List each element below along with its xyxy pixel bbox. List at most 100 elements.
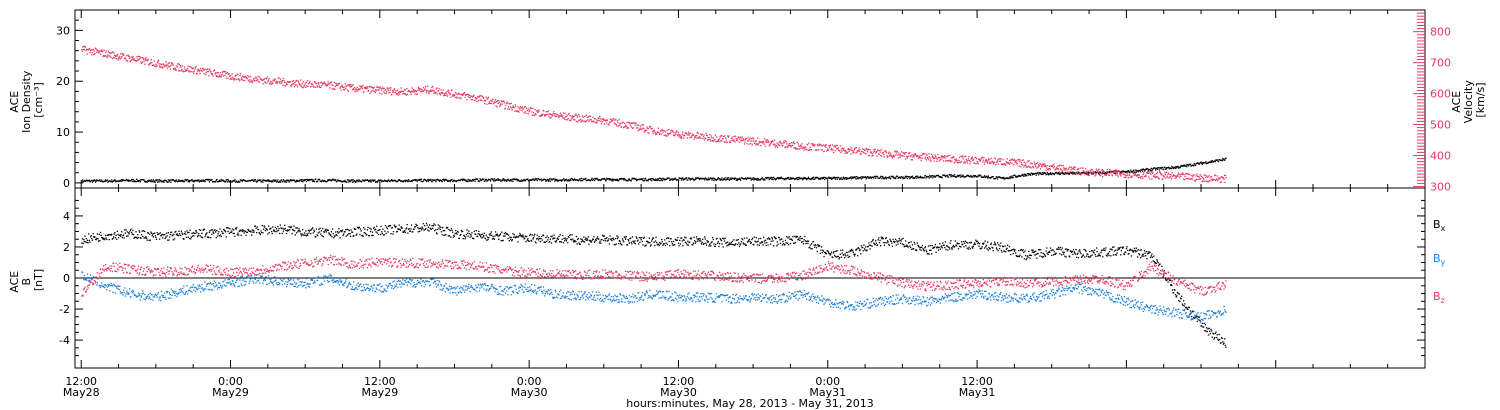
velocity-point — [817, 145, 819, 147]
density-point — [695, 177, 697, 179]
velocity-point — [975, 156, 977, 159]
velocity-point — [330, 81, 332, 83]
velocity-point — [245, 75, 247, 78]
field-point-x — [436, 233, 438, 235]
field-point-x — [446, 227, 448, 229]
velocity-point — [188, 71, 190, 73]
velocity-point — [374, 92, 376, 94]
density-point — [1121, 170, 1123, 172]
density-point — [681, 178, 683, 180]
velocity-point — [837, 147, 839, 150]
velocity-point — [1151, 172, 1154, 174]
field-point-x — [86, 239, 89, 241]
velocity-point — [825, 146, 827, 148]
velocity-point — [594, 117, 596, 120]
velocity-point — [629, 122, 631, 124]
field-point-x — [422, 227, 424, 230]
density-point — [879, 177, 881, 179]
density-point — [739, 178, 741, 180]
density-point — [211, 178, 213, 181]
velocity-point — [221, 72, 224, 74]
field-point-x — [447, 226, 449, 229]
density-point — [654, 179, 656, 181]
velocity-point — [420, 91, 423, 93]
field-tick-label: -4 — [59, 334, 70, 347]
velocity-point — [1167, 173, 1169, 176]
density-point — [1087, 173, 1090, 175]
density-point — [1122, 170, 1124, 172]
field-point-x — [297, 229, 300, 232]
density-point — [723, 178, 726, 181]
density-point — [267, 180, 269, 182]
velocity-point — [253, 78, 255, 80]
density-point — [1132, 170, 1134, 172]
density-point — [1077, 173, 1079, 175]
velocity-point — [786, 143, 788, 145]
density-point — [972, 176, 974, 178]
velocity-point — [913, 156, 915, 158]
density-point — [1034, 172, 1037, 175]
density-point — [865, 177, 868, 180]
field-point-x — [104, 234, 107, 237]
velocity-point — [267, 80, 269, 83]
velocity-point — [963, 162, 965, 164]
velocity-point — [425, 92, 428, 94]
field-point-x — [267, 225, 270, 227]
field-point-x — [437, 224, 439, 226]
velocity-point — [1225, 177, 1227, 179]
velocity-point — [912, 156, 914, 158]
density-point — [1161, 167, 1164, 169]
density-point — [708, 178, 711, 180]
field-point-x — [158, 238, 161, 240]
field-point-x — [480, 233, 482, 236]
velocity-point — [972, 158, 975, 160]
field-point-x — [182, 233, 184, 235]
velocity-point — [339, 87, 341, 89]
density-point — [545, 180, 547, 182]
density-point — [1199, 162, 1201, 165]
velocity-point — [211, 73, 213, 76]
density-point — [772, 178, 774, 181]
field-point-x — [437, 228, 439, 231]
velocity-point — [755, 144, 757, 146]
velocity-point — [119, 55, 121, 57]
velocity-point — [747, 137, 749, 139]
density-point — [1041, 171, 1044, 174]
field-point-x — [308, 230, 311, 232]
field-point-x — [489, 233, 492, 235]
velocity-point — [483, 99, 485, 102]
field-point-x — [284, 224, 286, 226]
velocity-point — [793, 147, 795, 149]
field-point-x — [127, 232, 130, 234]
velocity-point — [1061, 164, 1063, 167]
velocity-point — [122, 54, 124, 56]
velocity-point — [127, 54, 129, 56]
field-point-x — [321, 227, 324, 230]
velocity-point — [525, 112, 527, 115]
density-point — [311, 178, 313, 181]
velocity-point — [325, 84, 327, 86]
velocity-point — [217, 71, 219, 74]
density-point — [888, 176, 890, 179]
density-point — [927, 176, 930, 178]
density-point — [740, 179, 742, 181]
velocity-point — [832, 151, 835, 154]
velocity-point — [999, 160, 1002, 162]
field-point-x — [348, 229, 351, 232]
field-point-x — [339, 237, 341, 239]
velocity-point — [1111, 174, 1113, 176]
field-point-x — [270, 227, 272, 229]
velocity-point — [135, 60, 137, 62]
velocity-point — [418, 89, 421, 91]
field-point-x — [337, 232, 339, 234]
velocity-point — [278, 81, 281, 83]
velocity-point — [122, 53, 124, 55]
field-point-x — [435, 229, 437, 231]
velocity-point — [217, 75, 219, 78]
velocity-point — [878, 153, 880, 155]
density-point — [208, 181, 211, 183]
velocity-point — [821, 144, 823, 147]
velocity-point — [732, 136, 734, 138]
velocity-point — [1066, 169, 1068, 171]
velocity-point — [1198, 178, 1201, 180]
